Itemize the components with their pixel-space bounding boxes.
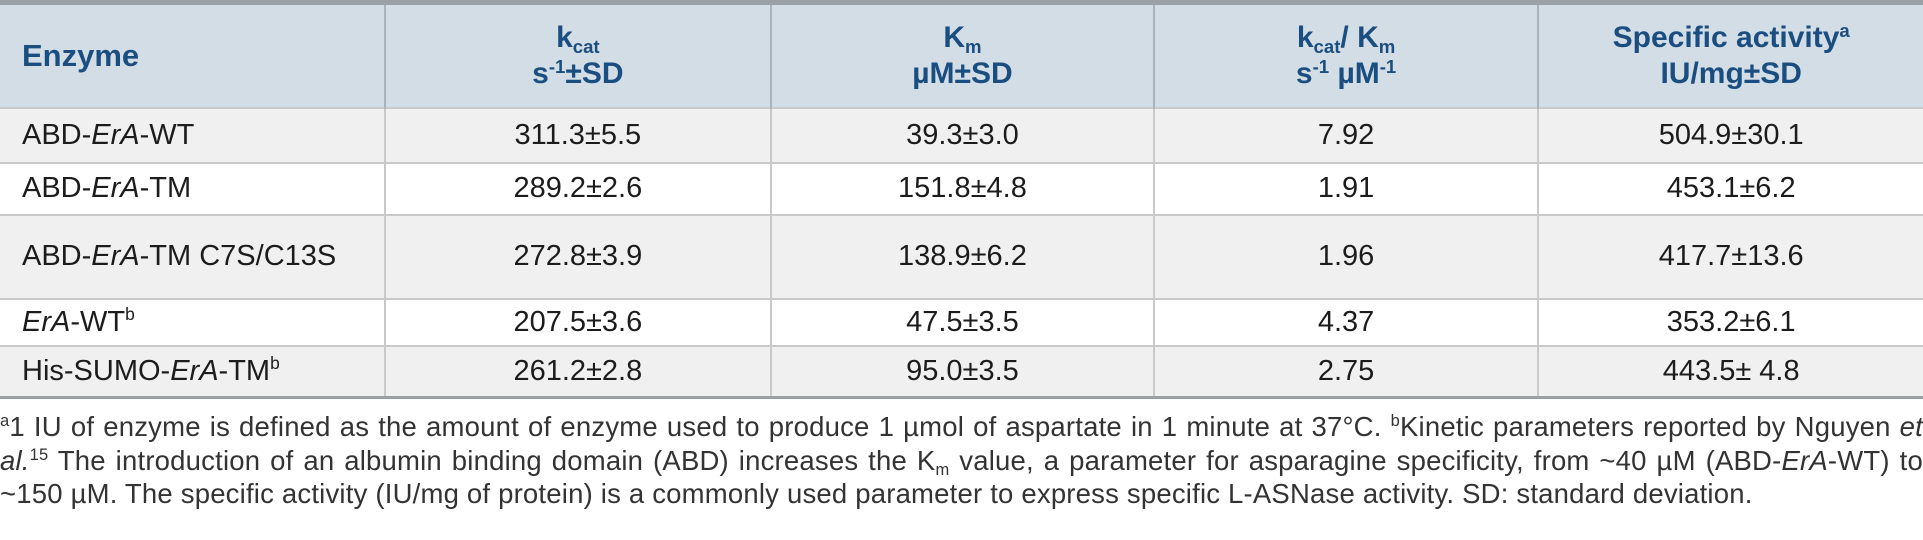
km-value-cell: 95.0±3.5 <box>770 344 1154 398</box>
table-row: ABD-ErA-TM 289.2±2.6 151.8±4.8 1.91 453.… <box>0 161 1923 215</box>
column-header-km: Km µM±SD <box>770 2 1154 108</box>
kcat-km-unit: s-1 µM-1 <box>1295 55 1397 90</box>
specific-activity-value-cell: 443.5± 4.8 <box>1537 344 1923 398</box>
kcat-km-value-cell: 7.92 <box>1152 106 1539 163</box>
table-row: His-SUMO-ErA-TMb 261.2±2.8 95.0±3.5 2.75… <box>0 344 1923 398</box>
column-header-kcat: kcat s-1±SD <box>383 2 772 108</box>
kcat-value-cell: 261.2±2.8 <box>383 344 772 398</box>
table-row: ABD-ErA-WT 311.3±5.5 39.3±3.0 7.92 504.9… <box>0 106 1923 163</box>
specific-activity-label: Specific activitya <box>1612 19 1850 54</box>
km-unit: µM±SD <box>912 56 1013 90</box>
table-row: ABD-ErA-TM C7S/C13S 272.8±3.9 138.9±6.2 … <box>0 213 1923 299</box>
km-value-cell: 138.9±6.2 <box>770 213 1154 299</box>
kcat-km-value-cell: 1.96 <box>1152 213 1539 299</box>
specific-activity-value-cell: 353.2±6.1 <box>1537 297 1923 346</box>
table-row: ErA-WTb 207.5±3.6 47.5±3.5 4.37 353.2±6.… <box>0 297 1923 346</box>
kcat-km-symbol: kcat/ Km <box>1296 20 1396 57</box>
enzyme-kinetics-table: Enzyme kcat s-1±SD Km µM±SD kcat/ Km s-1… <box>0 0 1923 399</box>
km-symbol: Km <box>943 20 982 57</box>
kcat-value-cell: 311.3±5.5 <box>383 106 772 163</box>
header-row: Enzyme kcat s-1±SD Km µM±SD kcat/ Km s-1… <box>0 2 1923 108</box>
kcat-value-cell: 272.8±3.9 <box>383 213 772 299</box>
specific-activity-unit: IU/mg±SD <box>1660 56 1802 90</box>
kcat-km-value-cell: 1.91 <box>1152 161 1539 215</box>
enzyme-name-cell: ABD-ErA-TM <box>0 161 385 215</box>
enzyme-name-cell: ABD-ErA-WT <box>0 106 385 163</box>
column-header-enzyme: Enzyme <box>0 2 385 108</box>
table-footnote: a1 IU of enzyme is defined as the amount… <box>0 411 1923 509</box>
specific-activity-value-cell: 453.1±6.2 <box>1537 161 1923 215</box>
specific-activity-value-cell: 504.9±30.1 <box>1537 106 1923 163</box>
km-value-cell: 39.3±3.0 <box>770 106 1154 163</box>
enzyme-name-cell: ErA-WTb <box>0 297 385 346</box>
specific-activity-value-cell: 417.7±13.6 <box>1537 213 1923 299</box>
kcat-value-cell: 207.5±3.6 <box>383 297 772 346</box>
kcat-symbol: kcat <box>556 20 600 57</box>
km-value-cell: 47.5±3.5 <box>770 297 1154 346</box>
enzyme-name-cell: ABD-ErA-TM C7S/C13S <box>0 213 385 299</box>
enzyme-name-cell: His-SUMO-ErA-TMb <box>0 344 385 398</box>
column-header-specific-activity: Specific activitya IU/mg±SD <box>1537 2 1923 108</box>
kcat-km-value-cell: 4.37 <box>1152 297 1539 346</box>
kcat-value-cell: 289.2±2.6 <box>383 161 772 215</box>
kcat-km-value-cell: 2.75 <box>1152 344 1539 398</box>
column-header-kcat-km: kcat/ Km s-1 µM-1 <box>1152 2 1539 108</box>
kcat-unit: s-1±SD <box>532 55 624 90</box>
km-value-cell: 151.8±4.8 <box>770 161 1154 215</box>
